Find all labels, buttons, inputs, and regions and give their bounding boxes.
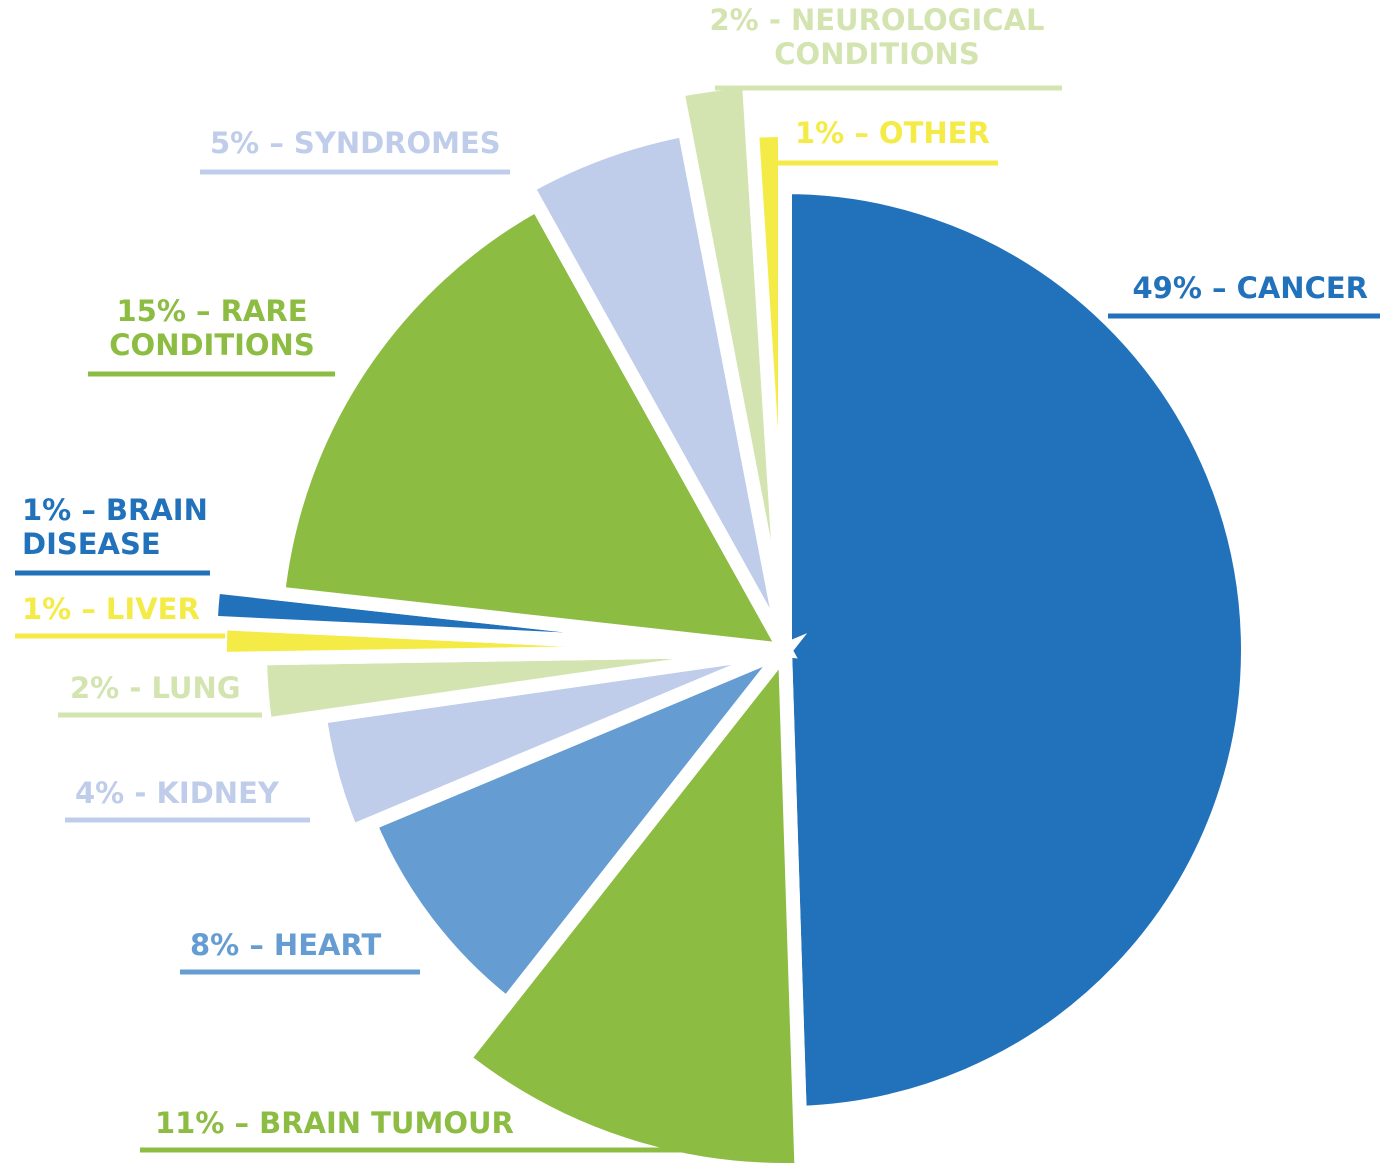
pie-slice [668,73,792,652]
slice-label: 8% – HEART [190,928,381,962]
slice-label: 2% - LUNG [70,671,241,705]
slice-label: 15% – RARE CONDITIONS [109,294,314,362]
slice-label: 49% – CANCER [1132,271,1368,305]
slice-label: 1% – BRAIN DISEASE [22,493,208,561]
slice-label: 1% – OTHER [795,116,990,150]
pie-slice [778,179,1256,1120]
slice-label: 11% – BRAIN TUMOUR [155,1106,514,1140]
pie-slice [453,630,809,1172]
pie-slice [360,633,808,1014]
pie-slice [270,194,798,659]
slice-label: 5% – SYNDROMES [210,126,501,160]
slice-label: 4% - KIDNEY [75,776,280,810]
pie-slice [744,122,792,651]
slice-label: 2% - NEUROLOGICAL CONDITIONS [710,3,1045,71]
slice-label: 1% – LIVER [22,592,200,626]
